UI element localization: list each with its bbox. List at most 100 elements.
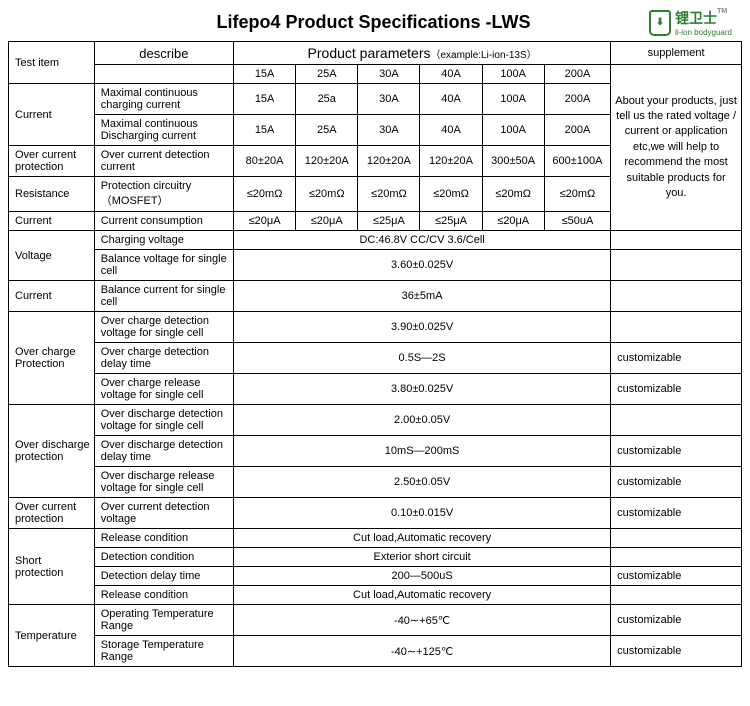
val-merged: 0.5S—2S <box>234 343 611 374</box>
desc-cell: Over discharge release voltage for singl… <box>94 467 233 498</box>
supp-cell: customizable <box>611 467 742 498</box>
val-merged: Cut load,Automatic recovery <box>234 586 611 605</box>
supp-cell <box>611 312 742 343</box>
header-params: Product parameters（example:Li-ion-13S） <box>234 42 611 65</box>
cat-cell: Current <box>9 281 95 312</box>
supp-cell <box>611 548 742 567</box>
supp-cell <box>611 231 742 250</box>
val-merged: 3.90±0.025V <box>234 312 611 343</box>
val-cell: 100A <box>482 115 544 146</box>
cat-cell: Short protection <box>9 529 95 605</box>
val-cell: ≤20mΩ <box>420 177 482 212</box>
val-cell: ≤20mΩ <box>296 177 358 212</box>
val-cell: ≤20mΩ <box>544 177 610 212</box>
header-blank <box>94 65 233 84</box>
val-merged: 200—500uS <box>234 567 611 586</box>
col-header: 40A <box>420 65 482 84</box>
val-merged: 36±5mA <box>234 281 611 312</box>
desc-cell: Maximal continuous charging current <box>94 84 233 115</box>
desc-cell: Over charge detection delay time <box>94 343 233 374</box>
desc-cell: Balance voltage for single cell <box>94 250 233 281</box>
desc-cell: Over current detection voltage <box>94 498 233 529</box>
val-merged: Exterior short circuit <box>234 548 611 567</box>
desc-cell: Over charge release voltage for single c… <box>94 374 233 405</box>
desc-cell: Operating Temperature Range <box>94 605 233 636</box>
cat-cell: Voltage <box>9 231 95 281</box>
desc-cell: Over discharge detection delay time <box>94 436 233 467</box>
supp-cell: customizable <box>611 567 742 586</box>
logo-subtitle: li-ion bodyguard <box>675 28 732 37</box>
val-cell: ≤25μA <box>420 212 482 231</box>
shield-icon: ⬇ <box>649 10 671 36</box>
col-header: 200A <box>544 65 610 84</box>
cat-cell: Current <box>9 84 95 146</box>
col-header: 100A <box>482 65 544 84</box>
desc-cell: Over current detection current <box>94 146 233 177</box>
col-header: 25A <box>296 65 358 84</box>
supp-cell <box>611 586 742 605</box>
val-merged: Cut load,Automatic recovery <box>234 529 611 548</box>
val-merged: -40∼+125℃ <box>234 636 611 667</box>
val-cell: ≤20mΩ <box>358 177 420 212</box>
supp-cell: customizable <box>611 343 742 374</box>
logo: ⬇ 锂卫士TM li-ion bodyguard <box>649 8 732 37</box>
val-merged: 0.10±0.015V <box>234 498 611 529</box>
header-describe: describe <box>94 42 233 65</box>
val-merged: 3.80±0.025V <box>234 374 611 405</box>
val-cell: 30A <box>358 115 420 146</box>
desc-cell: Release condition <box>94 586 233 605</box>
val-cell: 30A <box>358 84 420 115</box>
supp-cell <box>611 281 742 312</box>
spec-table: Test item describe Product parameters（ex… <box>8 41 742 667</box>
cat-cell: Resistance <box>9 177 95 212</box>
supp-cell: customizable <box>611 436 742 467</box>
supp-cell <box>611 405 742 436</box>
val-cell: 120±20A <box>296 146 358 177</box>
cat-cell: Over charge Protection <box>9 312 95 405</box>
val-cell: ≤20mΩ <box>482 177 544 212</box>
val-merged: 10mS—200mS <box>234 436 611 467</box>
val-cell: ≤20mΩ <box>234 177 296 212</box>
header-supplement: supplement <box>611 42 742 65</box>
desc-cell: Charging voltage <box>94 231 233 250</box>
desc-cell: Balance current for single cell <box>94 281 233 312</box>
page-title: Lifepo4 Product Specifications -LWS <box>18 12 649 33</box>
desc-cell: Current consumption <box>94 212 233 231</box>
val-cell: 15A <box>234 115 296 146</box>
val-cell: ≤20μA <box>296 212 358 231</box>
desc-cell: Release condition <box>94 529 233 548</box>
val-merged: DC:46.8V CC/CV 3.6/Cell <box>234 231 611 250</box>
tm-mark: TM <box>717 8 727 15</box>
val-cell: ≤20μA <box>482 212 544 231</box>
cat-cell: Over discharge protection <box>9 405 95 498</box>
val-cell: 100A <box>482 84 544 115</box>
val-cell: 15A <box>234 84 296 115</box>
val-merged: -40∼+65℃ <box>234 605 611 636</box>
cat-cell: Over current protection <box>9 146 95 177</box>
col-header: 30A <box>358 65 420 84</box>
desc-cell: Detection condition <box>94 548 233 567</box>
desc-cell: Storage Temperature Range <box>94 636 233 667</box>
header-test-item: Test item <box>9 42 95 84</box>
supp-cell: customizable <box>611 374 742 405</box>
logo-text: 锂卫士 <box>675 10 717 26</box>
val-cell: 300±50A <box>482 146 544 177</box>
desc-cell: Maximal continuous Discharging current <box>94 115 233 146</box>
val-cell: 120±20A <box>420 146 482 177</box>
desc-cell: Protection circuitry （MOSFET） <box>94 177 233 212</box>
title-row: Lifepo4 Product Specifications -LWS ⬇ 锂卫… <box>8 8 742 37</box>
val-cell: 600±100A <box>544 146 610 177</box>
supp-cell: customizable <box>611 605 742 636</box>
desc-cell: Over charge detection voltage for single… <box>94 312 233 343</box>
cat-cell: Current <box>9 212 95 231</box>
val-cell: ≤25μA <box>358 212 420 231</box>
supp-cell: customizable <box>611 498 742 529</box>
val-cell: 200A <box>544 115 610 146</box>
val-cell: 25a <box>296 84 358 115</box>
val-cell: ≤20μA <box>234 212 296 231</box>
val-cell: 200A <box>544 84 610 115</box>
val-merged: 3.60±0.025V <box>234 250 611 281</box>
val-merged: 2.00±0.05V <box>234 405 611 436</box>
supp-cell <box>611 250 742 281</box>
supp-cell <box>611 529 742 548</box>
